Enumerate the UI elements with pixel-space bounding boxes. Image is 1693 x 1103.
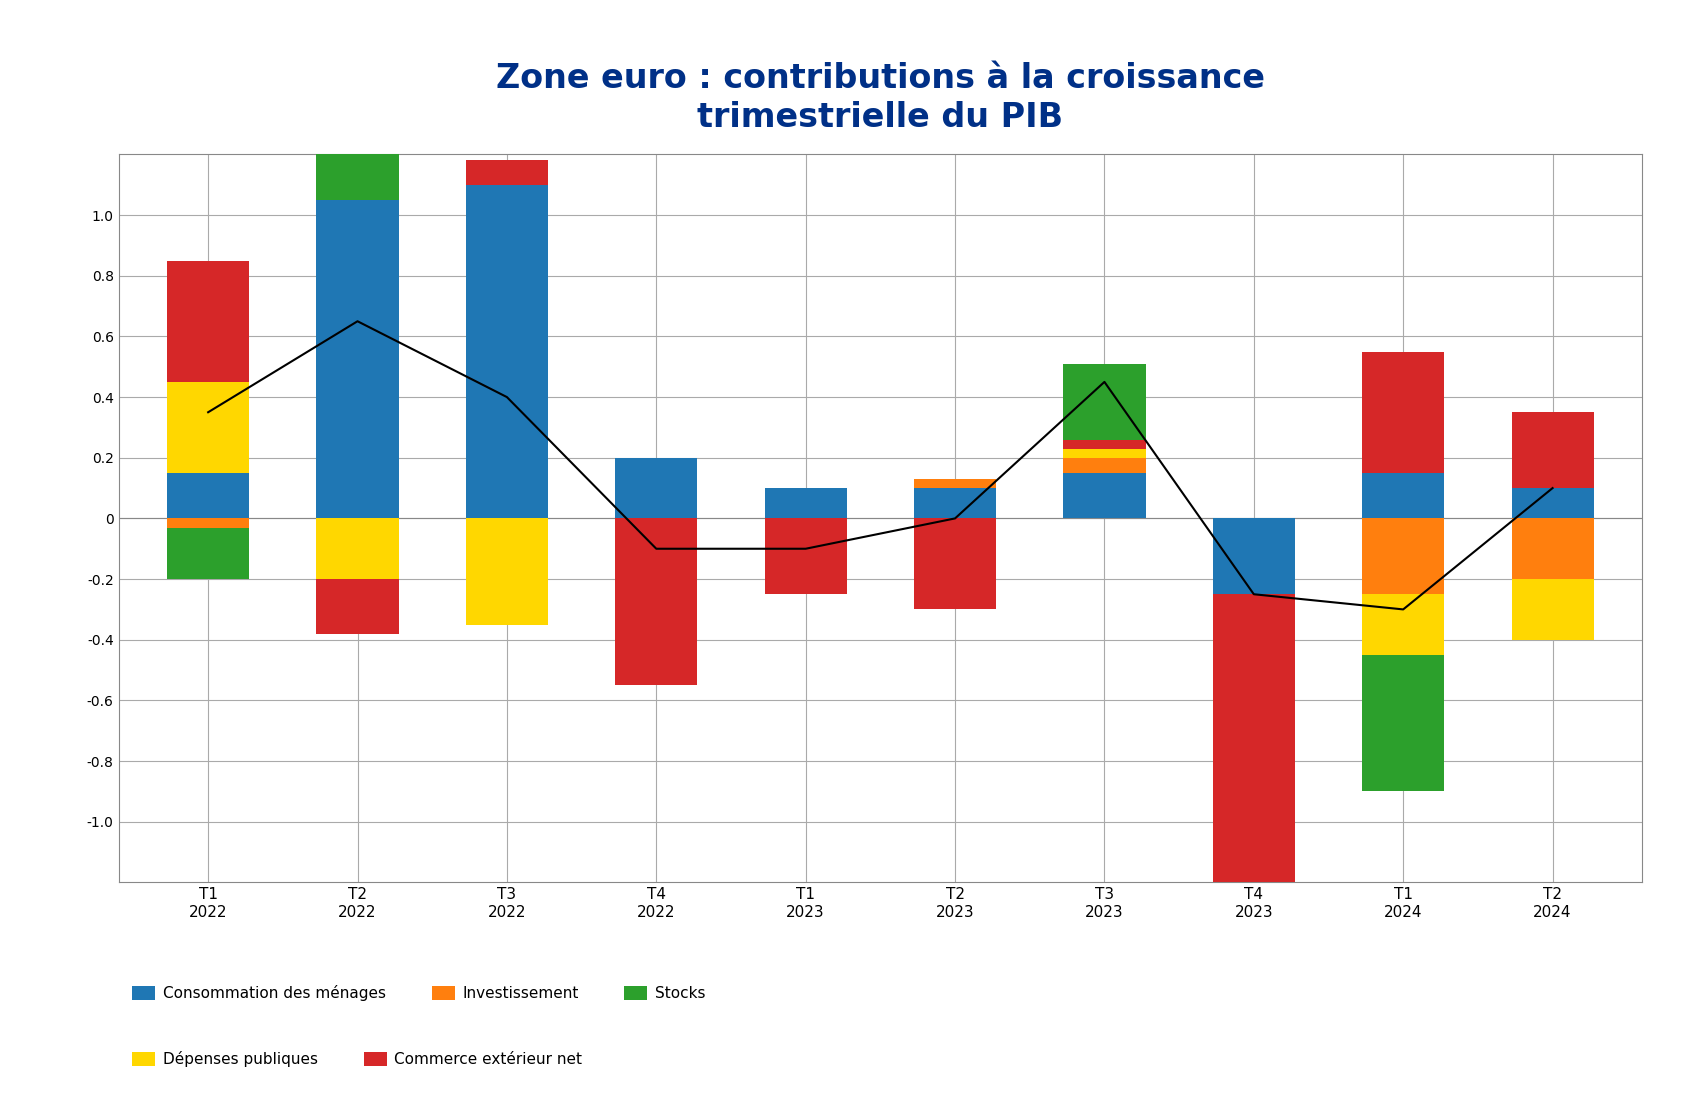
Legend: Dépenses publiques, Commerce extérieur net: Dépenses publiques, Commerce extérieur n… — [127, 1045, 587, 1073]
Bar — [168, 518, 249, 527]
Bar — [914, 479, 995, 488]
Title: Zone euro : contributions à la croissance
trimestrielle du PIB: Zone euro : contributions à la croissanc… — [496, 63, 1265, 133]
Bar — [168, 473, 249, 518]
Bar — [1063, 473, 1146, 518]
Bar — [1063, 364, 1146, 439]
Bar — [1363, 655, 1444, 791]
Bar — [1063, 449, 1146, 458]
Bar — [1212, 518, 1295, 595]
Bar — [317, 518, 398, 579]
Bar — [765, 518, 846, 595]
Bar — [914, 518, 995, 609]
Bar — [168, 527, 249, 579]
Bar — [914, 488, 995, 518]
Legend: Consommation des ménages, Investissement, Stocks: Consommation des ménages, Investissement… — [127, 978, 711, 1007]
Bar — [615, 458, 698, 518]
Bar — [1512, 413, 1593, 488]
Bar — [168, 260, 249, 382]
Bar — [615, 518, 698, 685]
Bar — [1063, 458, 1146, 473]
Bar — [1512, 579, 1593, 640]
Bar — [1363, 473, 1444, 518]
Bar — [1512, 488, 1593, 518]
Bar — [168, 382, 249, 473]
Bar — [1363, 595, 1444, 655]
Bar — [1363, 518, 1444, 595]
Bar — [1363, 352, 1444, 473]
Bar — [466, 518, 549, 624]
Bar — [466, 160, 549, 184]
Bar — [466, 184, 549, 518]
Bar — [317, 200, 398, 518]
Bar — [1063, 439, 1146, 449]
Bar — [317, 579, 398, 633]
Bar — [317, 139, 398, 200]
Bar — [1512, 518, 1593, 579]
Bar — [765, 488, 846, 518]
Bar — [1212, 595, 1295, 882]
